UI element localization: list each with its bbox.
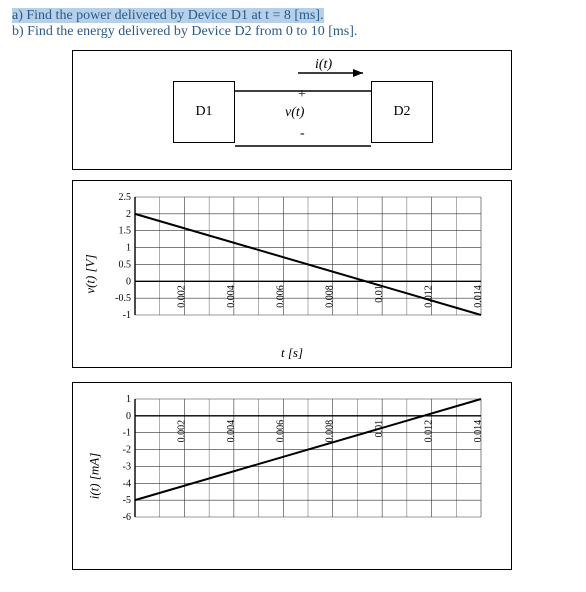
chart-i-ylabel: i(t) [mA]: [86, 453, 102, 500]
svg-text:-5: -5: [123, 495, 131, 506]
circuit-diagram: D1 D2 i(t) + v(t) -: [72, 50, 512, 170]
voltage-label: v(t): [285, 105, 304, 121]
svg-text:0.006: 0.006: [275, 420, 286, 443]
svg-text:1: 1: [126, 243, 131, 254]
device-d2-label: D2: [393, 104, 410, 120]
svg-text:0.002: 0.002: [176, 420, 187, 443]
questions-block: a) Find the power delivered by Device D1…: [12, 8, 574, 40]
svg-text:-6: -6: [123, 512, 131, 523]
svg-text:0.002: 0.002: [176, 285, 187, 308]
chart-v: v(t) [V] -1 -0.5 0 0.5 1 1.5 2 2.5 0.002 0.004 0.0…: [72, 180, 512, 368]
minus-sign: -: [300, 126, 305, 142]
svg-text:-3: -3: [123, 461, 131, 472]
svg-text:-1: -1: [123, 428, 131, 439]
chart-i: i(t) [mA] -6 -5 -4 -3 -2 -1 0 1 0.002 0.004 0.006 0…: [72, 382, 512, 570]
device-d1-label: D1: [195, 104, 212, 120]
chart-v-xlabel: t [s]: [281, 345, 303, 361]
svg-text:0.014: 0.014: [473, 285, 484, 308]
svg-text:0: 0: [126, 276, 131, 287]
svg-text:0.004: 0.004: [226, 420, 237, 443]
chart-i-plot: -6-5-4-3-2-1010.0020.0040.0060.0080.010.…: [107, 393, 493, 533]
svg-text:0.012: 0.012: [424, 420, 435, 443]
svg-text:0.014: 0.014: [473, 420, 484, 443]
svg-text:2: 2: [126, 209, 131, 220]
svg-text:-2: -2: [123, 445, 131, 456]
svg-text:0.008: 0.008: [325, 420, 336, 443]
svg-text:-0.5: -0.5: [115, 293, 131, 304]
svg-text:0.012: 0.012: [424, 285, 435, 308]
svg-text:0.008: 0.008: [325, 285, 336, 308]
svg-text:0.006: 0.006: [275, 285, 286, 308]
svg-text:0.01: 0.01: [374, 285, 385, 303]
current-label: i(t): [315, 57, 332, 73]
svg-text:2.5: 2.5: [119, 192, 132, 203]
question-b: b) Find the energy delivered by Device D…: [12, 24, 574, 40]
device-d2-box: D2: [371, 81, 433, 143]
svg-text:-4: -4: [123, 478, 131, 489]
svg-text:1.5: 1.5: [119, 226, 132, 237]
svg-text:1: 1: [126, 394, 131, 405]
device-d1-box: D1: [173, 81, 235, 143]
svg-text:-1: -1: [123, 310, 131, 321]
chart-v-plot: -1 -0.5 0 0.5 1 1.5 2 2.5 0.002 0.004 0.006 0.008 0.…: [107, 191, 493, 331]
question-a-text: a) Find the power delivered by Device D1…: [12, 8, 324, 23]
question-a: a) Find the power delivered by Device D1…: [12, 8, 574, 24]
plus-sign: +: [298, 87, 306, 103]
svg-text:0.5: 0.5: [119, 259, 132, 270]
svg-text:0: 0: [126, 411, 131, 422]
question-b-text: b) Find the energy delivered by Device D…: [12, 24, 357, 39]
svg-text:0.004: 0.004: [226, 285, 237, 308]
chart-v-ylabel: v(t) [V]: [83, 254, 99, 293]
